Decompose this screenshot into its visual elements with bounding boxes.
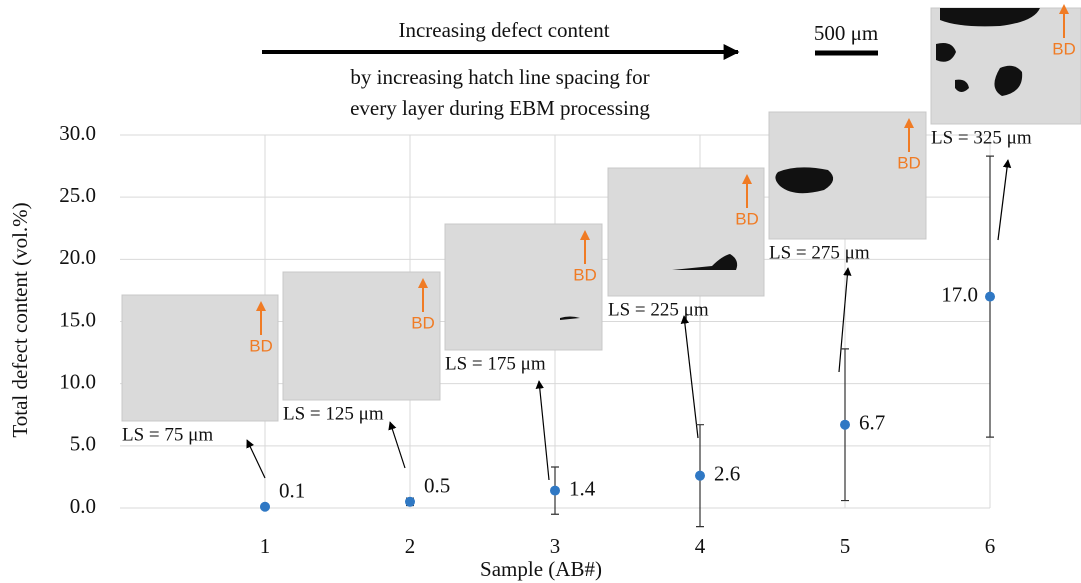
- build-direction-label: BD: [573, 265, 597, 284]
- x-tick-label: 1: [260, 534, 271, 558]
- pointer-arrow: [997, 159, 1012, 241]
- y-tick-label: 15.0: [59, 307, 96, 331]
- build-direction-label: BD: [411, 313, 435, 332]
- y-axis-label: Total defect content (vol.%): [8, 202, 32, 437]
- micrograph: [444, 223, 603, 351]
- inset-label: LS = 275 μm: [769, 242, 870, 263]
- build-direction-label: BD: [249, 336, 273, 355]
- defect: [994, 65, 1023, 96]
- pointer-arrow: [535, 380, 550, 481]
- pointer-arrow: [680, 315, 699, 439]
- data-label: 0.5: [424, 474, 450, 498]
- x-tick-label: 5: [840, 534, 851, 558]
- inset-label: LS = 75 μm: [122, 424, 213, 445]
- x-tick-label: 3: [550, 534, 561, 558]
- data-label: 1.4: [569, 476, 596, 500]
- annotation: Increasing defect content: [398, 18, 609, 42]
- data-label: 0.1: [279, 479, 305, 503]
- annotation: by increasing hatch line spacing for: [350, 65, 649, 89]
- pointer-arrow: [246, 439, 266, 479]
- data-point: [550, 485, 560, 496]
- x-tick-label: 2: [405, 534, 416, 558]
- pointer-arrow: [388, 421, 406, 469]
- micrograph: [930, 7, 1081, 125]
- pointer-arrow: [838, 267, 852, 373]
- defect: [940, 8, 1040, 27]
- y-tick-label: 25.0: [59, 183, 96, 207]
- build-direction-arrowhead: [256, 301, 266, 311]
- build-direction-arrowhead: [904, 118, 914, 128]
- data-point: [260, 501, 270, 512]
- data-point: [840, 419, 850, 430]
- micrograph: [121, 294, 279, 422]
- build-direction-arrowhead: [1059, 4, 1069, 14]
- defect: [775, 167, 834, 194]
- data-label: 2.6: [714, 461, 740, 485]
- scale-bar-label: 500 μm: [814, 21, 878, 45]
- build-direction-label: BD: [1052, 39, 1076, 58]
- defect: [955, 79, 969, 92]
- defect: [672, 254, 738, 270]
- micrograph: [607, 167, 765, 297]
- annotation: every layer during EBM processing: [350, 96, 650, 120]
- build-direction-arrowhead: [580, 230, 590, 240]
- y-tick-label: 5.0: [70, 432, 96, 456]
- data-point: [985, 291, 995, 302]
- data-point: [405, 496, 415, 507]
- y-tick-label: 20.0: [59, 245, 96, 269]
- build-direction-label: BD: [897, 153, 921, 172]
- build-direction-arrowhead: [418, 278, 428, 288]
- y-tick-label: 0.0: [70, 494, 96, 518]
- data-point: [695, 470, 705, 481]
- build-direction-label: BD: [735, 209, 759, 228]
- build-direction-arrowhead: [742, 174, 752, 184]
- inset-label: LS = 125 μm: [283, 403, 384, 424]
- inset-label: LS = 225 μm: [608, 299, 709, 320]
- inset-label: LS = 175 μm: [445, 353, 546, 374]
- x-tick-label: 4: [695, 534, 706, 558]
- y-tick-label: 10.0: [59, 369, 96, 393]
- data-label: 6.7: [859, 411, 885, 435]
- micrograph: [282, 271, 441, 401]
- defect: [560, 316, 580, 320]
- y-tick-label: 30.0: [59, 121, 96, 145]
- defect: [936, 43, 956, 62]
- x-axis-label: Sample (AB#): [480, 557, 602, 581]
- data-label: 17.0: [941, 282, 978, 306]
- x-tick-label: 6: [985, 534, 996, 558]
- inset-label: LS = 325 μm: [931, 127, 1032, 148]
